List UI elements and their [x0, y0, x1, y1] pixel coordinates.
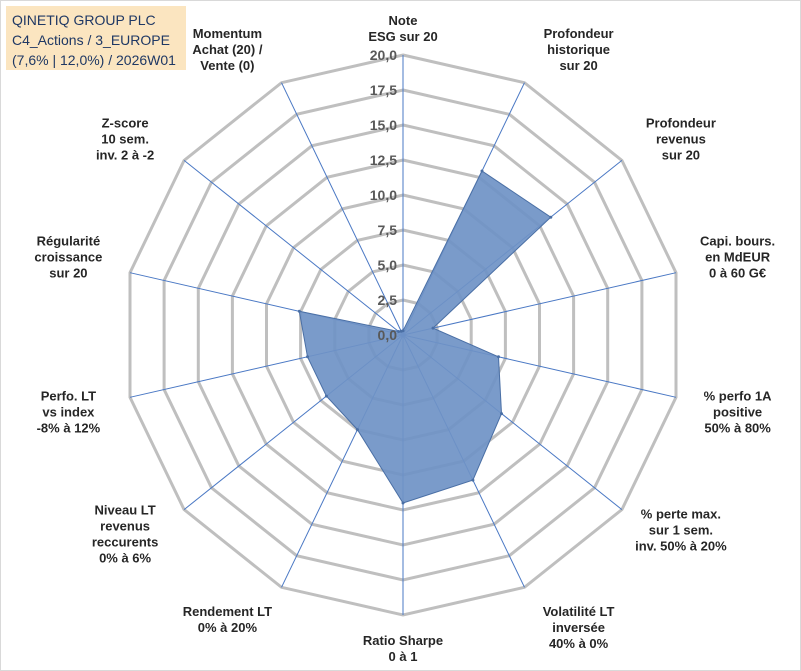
- radial-tick-label: 2,5: [378, 292, 398, 308]
- chart-title-box: QINETIQ GROUP PLC C4_Actions / 3_EUROPE …: [6, 6, 186, 70]
- data-point-5: [500, 412, 503, 416]
- axis-label-12: Z-score 10 sem. inv. 2 à -2: [96, 116, 154, 163]
- axis-label-line: Niveau LT: [95, 502, 156, 517]
- axis-label-line: 0 à 60 G€: [709, 266, 766, 281]
- axis-label-line: 0% à 20%: [198, 620, 258, 635]
- radial-tick-label: 12,5: [370, 152, 397, 168]
- radial-tick-label: 10,0: [370, 187, 397, 203]
- data-point-3: [431, 326, 435, 330]
- axis-label-line: en MdEUR: [705, 250, 771, 265]
- axis-label-line: Perfo. LT: [41, 388, 96, 403]
- title-line-company: QINETIQ GROUP PLC: [12, 12, 156, 28]
- axis-label-line: ESG sur 20: [368, 29, 437, 44]
- axis-label-line: Rendement LT: [183, 604, 272, 619]
- data-point-11: [297, 309, 301, 313]
- axis-label-6: Volatilité LT inversée 40% à 0%: [543, 604, 615, 651]
- axis-label-line: reccurents: [92, 534, 158, 549]
- title-line-category: C4_Actions / 3_EUROPE: [12, 32, 170, 48]
- axis-label-line: historique: [547, 42, 610, 57]
- axis-label-line: % perte max.: [641, 506, 721, 521]
- radial-tick-label: 17,5: [370, 82, 397, 98]
- axis-label-line: croissance: [34, 250, 102, 265]
- axis-label-line: positive: [713, 404, 762, 419]
- axis-label-line: sur 20: [662, 148, 700, 163]
- axis-label-5: % perte max. sur 1 sem. inv. 50% à 20%: [635, 506, 727, 553]
- axis-spoke-12: [183, 160, 404, 336]
- axis-label-line: sur 20: [559, 58, 597, 73]
- axis-label-line: Vente (0): [200, 58, 254, 73]
- data-point-1: [480, 169, 484, 173]
- axis-label-line: revenus: [656, 132, 706, 147]
- axis-label-13: Momentum Achat (20) / Vente (0): [192, 26, 262, 73]
- axis-label-line: vs index: [42, 404, 95, 419]
- radial-tick-label: 5,0: [378, 257, 398, 273]
- axis-label-line: % perfo 1A: [704, 388, 773, 403]
- axis-label-2: Profondeur revenus sur 20: [646, 116, 716, 163]
- axis-label-line: Achat (20) /: [192, 42, 262, 57]
- data-point-8: [355, 428, 359, 432]
- data-series-area: [298, 170, 552, 504]
- data-point-2: [549, 215, 553, 219]
- axis-label-line: Note: [389, 13, 418, 28]
- data-point-6: [471, 478, 475, 482]
- data-point-4: [497, 355, 500, 359]
- data-point-9: [324, 394, 328, 398]
- axis-label-line: Volatilité LT: [543, 604, 615, 619]
- radial-tick-label: 15,0: [370, 117, 397, 133]
- axis-label-line: inv. 50% à 20%: [635, 538, 727, 553]
- radial-tick-label: 20,0: [370, 47, 397, 63]
- axis-label-9: Niveau LT revenus reccurents 0% à 6%: [92, 502, 158, 565]
- data-point-10: [306, 355, 309, 359]
- axis-label-line: sur 20: [49, 266, 87, 281]
- axis-label-line: 0 à 1: [389, 649, 418, 664]
- axis-label-3: Capi. bours. en MdEUR 0 à 60 G€: [700, 234, 775, 281]
- axis-label-1: Profondeur historique sur 20: [544, 26, 614, 73]
- axis-label-line: 10 sem.: [101, 132, 149, 147]
- axis-label-line: Profondeur: [544, 26, 614, 41]
- axis-label-line: Régularité: [37, 234, 101, 249]
- axis-label-11: Régularité croissance sur 20: [34, 234, 102, 281]
- title-line-stats: (7,6% | 12,0%) / 2026W01: [12, 52, 176, 68]
- axis-label-line: 0% à 6%: [99, 550, 151, 565]
- axis-spoke-13: [281, 82, 404, 336]
- axis-label-line: Momentum: [193, 26, 262, 41]
- axis-label-line: Ratio Sharpe: [363, 633, 443, 648]
- radial-tick-label: 7,5: [378, 222, 398, 238]
- radial-tick-label: 0,0: [378, 327, 398, 343]
- axis-label-line: Z-score: [102, 116, 149, 131]
- axis-label-8: Rendement LT 0% à 20%: [183, 604, 272, 635]
- axis-label-line: inversée: [552, 620, 605, 635]
- axis-label-line: -8% à 12%: [37, 420, 101, 435]
- axis-spoke-3: [402, 272, 677, 336]
- axis-label-line: sur 1 sem.: [649, 522, 713, 537]
- axis-label-10: Perfo. LT vs index -8% à 12%: [37, 388, 101, 435]
- data-point-7: [401, 501, 405, 505]
- data-point-13: [399, 329, 403, 333]
- axis-label-0: Note ESG sur 20: [368, 13, 437, 44]
- axis-label-line: Profondeur: [646, 116, 716, 131]
- axis-label-line: 40% à 0%: [549, 636, 609, 651]
- axis-label-4: % perfo 1A positive 50% à 80%: [704, 388, 773, 435]
- data-point-12: [397, 330, 401, 333]
- axis-label-line: revenus: [100, 518, 150, 533]
- axis-label-7: Ratio Sharpe 0 à 1: [363, 633, 443, 664]
- axis-label-line: Capi. bours.: [700, 234, 775, 249]
- axis-label-line: 50% à 80%: [704, 420, 771, 435]
- axis-label-line: inv. 2 à -2: [96, 148, 154, 163]
